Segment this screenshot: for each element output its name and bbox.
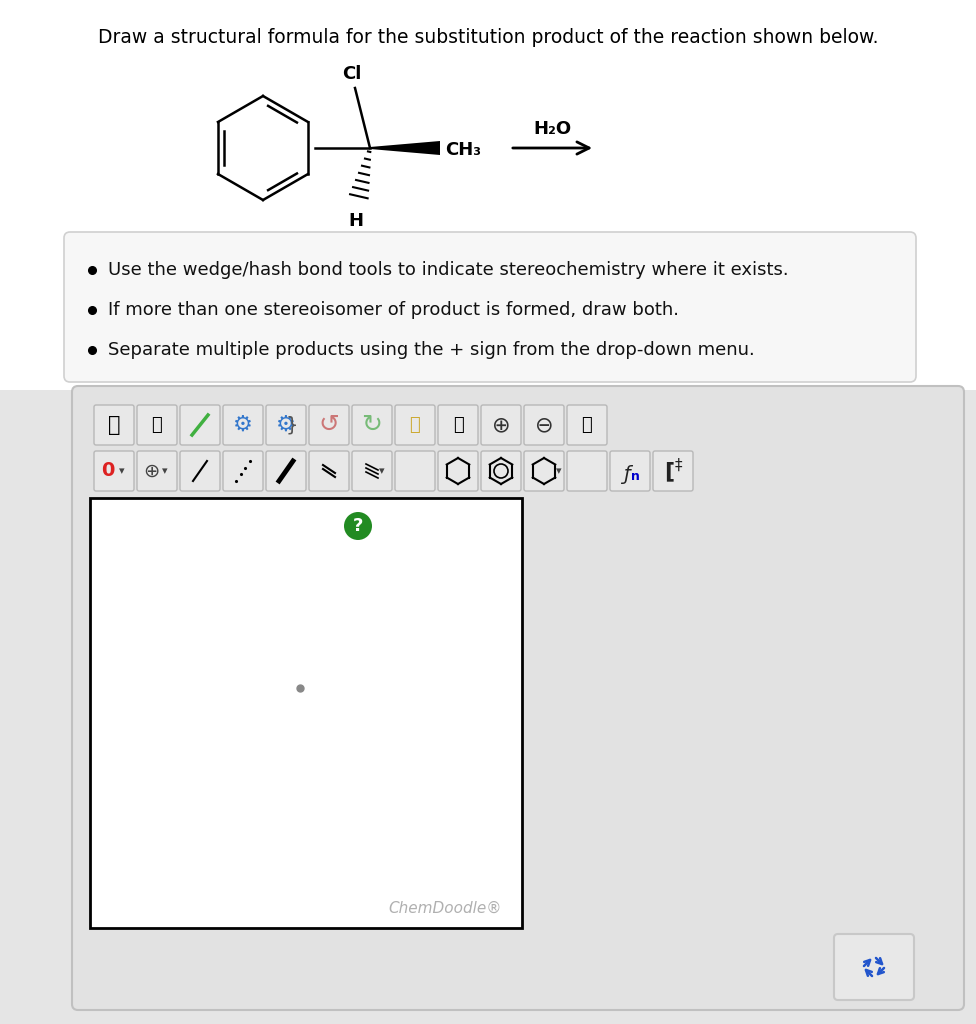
- FancyBboxPatch shape: [395, 406, 435, 445]
- Text: ƒ: ƒ: [623, 465, 630, 483]
- FancyBboxPatch shape: [137, 451, 177, 490]
- Text: Use the wedge/hash bond tools to indicate stereochemistry where it exists.: Use the wedge/hash bond tools to indicat…: [108, 261, 789, 279]
- Text: ↺: ↺: [318, 413, 340, 437]
- Text: ↻: ↻: [361, 413, 383, 437]
- Text: 🤚: 🤚: [107, 415, 120, 435]
- Bar: [90, 498, 522, 928]
- FancyBboxPatch shape: [524, 451, 564, 490]
- FancyBboxPatch shape: [266, 406, 306, 445]
- FancyBboxPatch shape: [223, 406, 263, 445]
- FancyBboxPatch shape: [223, 451, 263, 490]
- FancyBboxPatch shape: [834, 934, 914, 1000]
- Text: If more than one stereoisomer of product is formed, draw both.: If more than one stereoisomer of product…: [108, 301, 679, 319]
- FancyBboxPatch shape: [524, 406, 564, 445]
- Text: Cl: Cl: [343, 65, 362, 83]
- FancyBboxPatch shape: [72, 386, 964, 1010]
- FancyBboxPatch shape: [481, 406, 521, 445]
- FancyBboxPatch shape: [94, 451, 134, 490]
- FancyBboxPatch shape: [64, 232, 916, 382]
- Text: Draw a structural formula for the substitution product of the reaction shown bel: Draw a structural formula for the substi…: [98, 28, 878, 47]
- Text: ⊖: ⊖: [535, 415, 553, 435]
- Text: ▾: ▾: [380, 466, 385, 476]
- Text: ‡: ‡: [674, 458, 682, 472]
- FancyBboxPatch shape: [567, 406, 607, 445]
- FancyBboxPatch shape: [438, 406, 478, 445]
- FancyBboxPatch shape: [309, 406, 349, 445]
- Text: 📷: 📷: [453, 416, 464, 434]
- FancyBboxPatch shape: [567, 451, 607, 490]
- Text: CH₃: CH₃: [445, 141, 481, 159]
- Text: 🎨: 🎨: [582, 416, 592, 434]
- Text: Separate multiple products using the + sign from the drop-down menu.: Separate multiple products using the + s…: [108, 341, 754, 359]
- Bar: [0, 390, 976, 1024]
- FancyBboxPatch shape: [309, 451, 349, 490]
- Text: n: n: [630, 469, 639, 482]
- FancyBboxPatch shape: [180, 451, 220, 490]
- FancyBboxPatch shape: [352, 406, 392, 445]
- Text: ⬛: ⬛: [410, 416, 421, 434]
- FancyBboxPatch shape: [438, 451, 478, 490]
- FancyBboxPatch shape: [94, 406, 134, 445]
- Text: ⊕: ⊕: [492, 415, 510, 435]
- Text: }: }: [286, 416, 299, 434]
- Text: 🧪: 🧪: [151, 416, 162, 434]
- Text: ▾: ▾: [162, 466, 168, 476]
- Text: [: [: [664, 461, 674, 481]
- Text: ▾: ▾: [119, 466, 125, 476]
- Text: ChemDoodle®: ChemDoodle®: [388, 901, 502, 916]
- Text: H₂O: H₂O: [534, 120, 572, 138]
- FancyBboxPatch shape: [352, 451, 392, 490]
- FancyBboxPatch shape: [395, 451, 435, 490]
- FancyBboxPatch shape: [266, 451, 306, 490]
- Text: H: H: [348, 212, 363, 230]
- Polygon shape: [370, 141, 440, 155]
- Text: ⚙: ⚙: [276, 415, 296, 435]
- FancyBboxPatch shape: [610, 451, 650, 490]
- FancyBboxPatch shape: [180, 406, 220, 445]
- Text: ?: ?: [352, 517, 363, 535]
- FancyBboxPatch shape: [137, 406, 177, 445]
- Text: ⚙: ⚙: [233, 415, 253, 435]
- Text: ⊕: ⊕: [142, 462, 159, 480]
- Text: 0: 0: [102, 462, 115, 480]
- FancyBboxPatch shape: [481, 451, 521, 490]
- Text: ▾: ▾: [556, 466, 562, 476]
- Circle shape: [344, 512, 372, 540]
- FancyBboxPatch shape: [653, 451, 693, 490]
